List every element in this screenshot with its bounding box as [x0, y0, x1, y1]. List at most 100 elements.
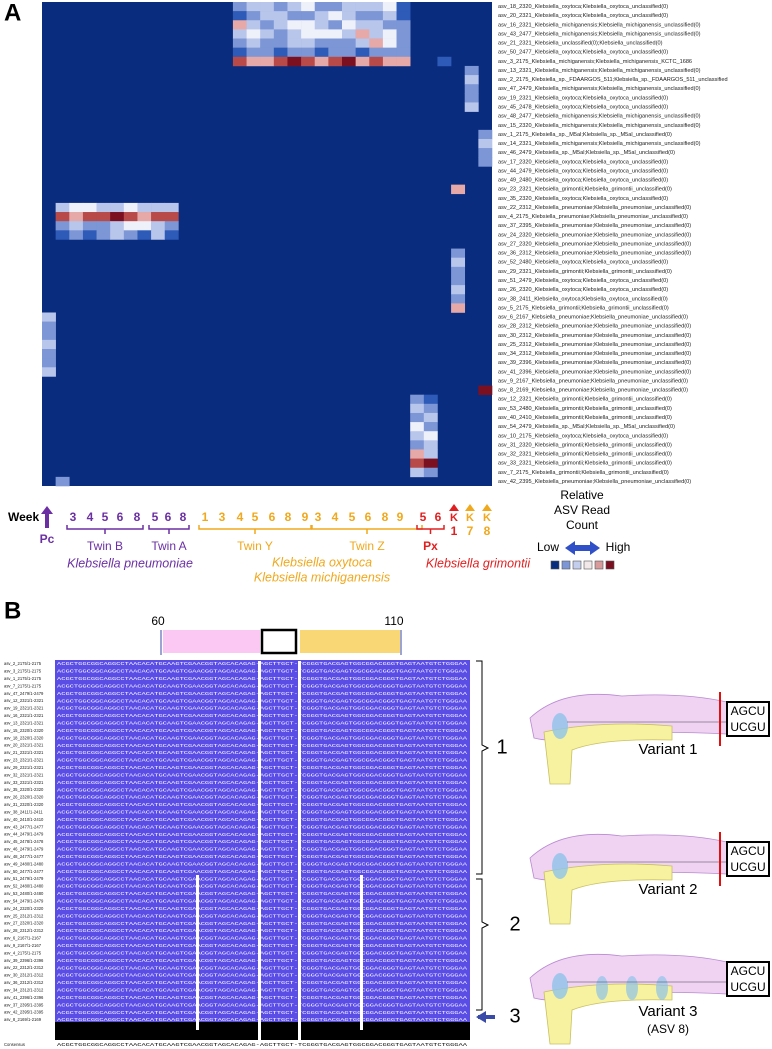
heatmap-cell: [287, 20, 302, 30]
alignment-block: [55, 660, 470, 1022]
sequence-name: asv_50_2477/1-2477: [4, 869, 44, 874]
heatmap-cell: [96, 202, 111, 213]
loop-text: UCGU: [730, 860, 765, 874]
row-label: asv_42_2395_Klebsiella_pneumoniae;Klebsi…: [498, 479, 691, 485]
sequence: ACGCTGGCGGCAGGCCTAACACATGCAAGTCGAACGGTAG…: [57, 943, 467, 949]
heatmap-cell: [451, 248, 466, 258]
heatmap-cell: [478, 148, 493, 158]
heatmap-cell: [273, 56, 288, 67]
row-label: asv_13_2321_Klebsiella_michiganensis;Kle…: [498, 68, 701, 74]
group-label: Twin Z: [349, 539, 384, 553]
heatmap-cell: [273, 11, 288, 21]
alignment-block: [55, 1022, 470, 1040]
row-label: asv_54_2479_Klebsiella_sp._M5al;Klebsiel…: [498, 424, 675, 430]
sequence: ACGCTGGCGGCAGGCCTAACACATGCAAGTCGAACGGTAG…: [57, 817, 467, 823]
row-label: asv_35_2320_Klebsiella_oxytoca;Klebsiell…: [498, 196, 668, 202]
row-label: asv_4_2175_Klebsiella_pneumoniae;Klebsie…: [498, 214, 688, 220]
row-label: asv_52_2480_Klebsiella_oxytoca;Klebsiell…: [498, 260, 668, 266]
heatmap-cell: [410, 449, 425, 459]
heatmap-cell: [328, 56, 343, 67]
gap-column: [196, 875, 199, 1030]
sequence-name: asv_43_2477/1-2477: [4, 824, 44, 829]
legend-title: Relative: [560, 488, 604, 502]
loop-box: [726, 961, 770, 997]
row-label: asv_50_2477_Klebsiella_oxytoca;Klebsiell…: [498, 50, 668, 56]
sequence: ACGCTGGCGGCAGGCCTAACACATGCAAGTCGAACGGTAG…: [57, 950, 467, 956]
sequence-name: asv_36_2312/1-2312: [4, 980, 44, 985]
heatmap-cell: [382, 20, 397, 30]
sequence-name: asv_30_2312/1-2312: [4, 973, 44, 978]
row-label: asv_47_2479_Klebsiella_michiganensis;Kle…: [498, 86, 701, 92]
legend-swatch: [583, 560, 593, 570]
row-label: asv_20_2321_Klebsiella_oxytoca;Klebsiell…: [498, 13, 668, 19]
heatmap-cell: [369, 2, 384, 12]
heatmap-cell: [342, 56, 356, 67]
group-bracket: [66, 525, 144, 534]
species-label: Klebsiella michiganensis: [254, 570, 390, 584]
heatmap-cell: [232, 20, 247, 30]
heatmap-cell: [451, 275, 466, 286]
heatmap-cell: [273, 47, 288, 58]
sequence: ACGCTGGCGGCAGGCCTAACACATGCAAGTCGAACGGTAG…: [57, 758, 467, 764]
heatmap-cell: [410, 458, 425, 469]
row-label: asv_51_2479_Klebsiella_oxytoca;Klebsiell…: [498, 278, 668, 284]
sequence: ACGCTGGCGGCAGGCCTAACACATGCAAGTCGAACGGTAG…: [57, 847, 467, 853]
legend-arrow: [565, 541, 600, 555]
row-label: asv_45_2478_Klebsiella_oxytoca;Klebsiell…: [498, 105, 668, 111]
heatmap-cell: [328, 47, 343, 58]
heatmap-cell: [355, 20, 370, 30]
heatmap-cell: [328, 29, 343, 39]
week-number: 1: [202, 510, 209, 524]
row-label: asv_30_2312_Klebsiella_pneumoniae;Klebsi…: [498, 333, 691, 339]
sequence: ACGCTGGCGGCAGGCCTAACACATGCAAGTCGAACGGTAG…: [57, 861, 467, 867]
sequence: ACGCTGGCGGCAGGCCTAACACATGCAAGTCGAACGGTAG…: [57, 683, 467, 689]
sequence: ACGCTGGCGGCAGGCCTAACACATGCAAGTCGAACGGTAG…: [57, 772, 467, 778]
heatmap-cell: [451, 285, 466, 295]
heatmap-cell: [328, 20, 343, 30]
structure-bulge: [656, 976, 668, 1000]
week-number: 4: [332, 510, 339, 524]
legend-title: Count: [566, 518, 599, 532]
variant-label: Variant 2: [639, 881, 698, 898]
heatmap-cell: [42, 330, 56, 341]
sequence: ACGCTGGCGGCAGGCCTAACACATGCAAGTCGAACGGTAG…: [57, 810, 467, 816]
heatmap-cell: [314, 47, 329, 58]
heatmap-cell: [232, 11, 247, 21]
sequence-name: asv_44_2479/1-2479: [4, 832, 44, 837]
bracket: [476, 660, 490, 875]
heatmap-cell: [287, 38, 302, 48]
row-label: asv_5_2175_Klebsiella_grimontii;Klebsiel…: [498, 305, 669, 311]
heatmap-cell: [382, 29, 397, 39]
group-bracket: [198, 525, 312, 534]
row-label: asv_3_2175_Klebsiella_michiganensis;Kleb…: [498, 59, 692, 65]
sequence-name: asv_4_2175/1-2175: [4, 950, 42, 955]
row-label: asv_18_2320_Klebsiella_oxytoca;Klebsiell…: [498, 4, 668, 10]
heatmap-cell: [478, 157, 493, 167]
heatmap-cell: [342, 29, 356, 39]
heatmap-cell: [328, 2, 343, 12]
heatmap-cell: [410, 422, 425, 432]
heatmap-cell: [55, 476, 70, 487]
sequence-name: asv_40_2410/1-2410: [4, 817, 44, 822]
heatmap-cell: [410, 431, 425, 441]
heatmap-cell: [232, 38, 247, 48]
sequence: ACGCTGGCGGCAGGCCTAACACATGCAAGTCGAACGGTAG…: [57, 988, 467, 994]
heatmap-cell: [260, 47, 275, 58]
heatmap-cell: [301, 29, 316, 39]
sequence: ACGCTGGCGGCAGGCCTAACACATGCAAGTCGAACGGTAG…: [57, 735, 467, 741]
sequence: ACGCTGGCGGCAGGCCTAACACATGCAAGTCGAACGGTAG…: [57, 1010, 467, 1016]
marker-arrow: [482, 504, 492, 511]
sequence: ACGCTGGCGGCAGGCCTAACACATGCAAGTCGAACGGTAG…: [57, 854, 467, 860]
heatmap-cell: [423, 458, 438, 469]
row-label: asv_29_2321_Klebsiella_grimontii;Klebsie…: [498, 269, 672, 275]
heatmap-cell: [464, 65, 479, 76]
loop-text: UCGU: [730, 980, 765, 994]
loop-text: AGCU: [731, 964, 766, 978]
sequence-name: asv_35_2320/1-2320: [4, 787, 44, 792]
legend-low: Low: [537, 540, 559, 554]
sequence: ACGCTGGCGGCAGGCCTAACACATGCAAGTCGAACGGTAG…: [57, 676, 467, 682]
heatmap-cell: [301, 20, 316, 30]
group-label: Pc: [40, 532, 55, 546]
sequence-name: asv_34_2312/1-2312: [4, 987, 44, 992]
heatmap-cell: [96, 212, 111, 222]
